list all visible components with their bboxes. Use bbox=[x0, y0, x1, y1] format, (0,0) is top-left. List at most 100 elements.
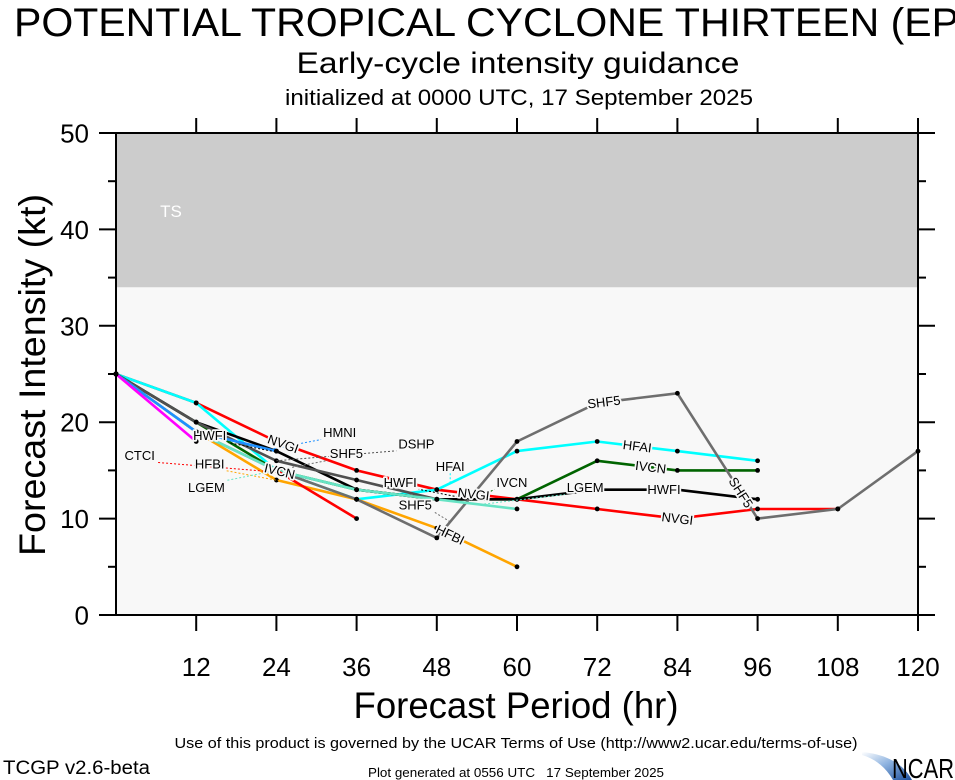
ncar-logo-text: NCAR bbox=[892, 753, 954, 780]
terms-of-use-notice: Use of this product is governed by the U… bbox=[175, 736, 858, 752]
data-point-hfai bbox=[594, 439, 600, 444]
data-point-hwfi bbox=[594, 487, 600, 493]
data-point-hwfi bbox=[514, 496, 520, 502]
series-label-lgem: LGEM bbox=[567, 480, 604, 495]
chart-title: POTENTIAL TROPICAL CYCLONE THIRTEEN (EP bbox=[14, 1, 955, 45]
band-ts bbox=[116, 133, 918, 288]
x-tick-label: 84 bbox=[663, 652, 692, 682]
data-point-shf5 bbox=[594, 400, 600, 406]
label-leader-line bbox=[476, 488, 495, 500]
data-point-dshp bbox=[354, 477, 359, 483]
data-point-nvgi bbox=[675, 516, 680, 521]
data-point-hfbi bbox=[434, 525, 440, 531]
series-label-ctci: CTCI bbox=[125, 448, 155, 463]
y-tick-label: 50 bbox=[60, 119, 89, 149]
x-tick-label: 108 bbox=[816, 652, 859, 682]
data-point-hwfi bbox=[755, 496, 760, 502]
ncar-logo: NCAR bbox=[862, 752, 954, 780]
y-axis-title: Forecast Intensity (kt) bbox=[12, 194, 53, 556]
plot-area: TS SHF5 SHF5 NVGI HFAI IVCN HWFI HFBI NVGI HFAI I… bbox=[60, 118, 940, 682]
data-point-hfai bbox=[755, 458, 760, 464]
data-point-ofci bbox=[193, 439, 199, 444]
ncar-swoosh-icon bbox=[862, 752, 912, 780]
x-tick-label: 120 bbox=[896, 652, 939, 682]
series-label-dshp: DSHP bbox=[398, 436, 434, 451]
y-tick-label: 30 bbox=[60, 311, 89, 341]
label-leader-line bbox=[433, 511, 451, 523]
label-leader-line bbox=[228, 442, 280, 454]
data-point-hmni bbox=[193, 429, 199, 435]
series-label-lgem: LGEM bbox=[188, 480, 225, 495]
x-axis-title: Forecast Period (hr) bbox=[354, 685, 679, 726]
data-point-nvgi bbox=[274, 439, 279, 444]
data-point-ivcn bbox=[755, 468, 760, 473]
series-label-ivcn: IVCN bbox=[496, 475, 527, 490]
data-point-nvgi bbox=[755, 506, 760, 512]
series-label-hmni: HMNI bbox=[323, 425, 356, 440]
series-label-shf5: SHF5 bbox=[330, 446, 363, 461]
data-point-shf5 bbox=[675, 390, 680, 396]
series-line-ofci bbox=[115, 373, 198, 443]
series-line-ctci bbox=[275, 469, 358, 520]
series-label-hfai: HFAI bbox=[622, 437, 652, 455]
data-point-lgem bbox=[514, 506, 520, 512]
x-tick-label: 96 bbox=[743, 652, 772, 682]
data-point-shf5 bbox=[514, 439, 520, 444]
series-label-ivcn: IVCN bbox=[634, 458, 667, 477]
series-points bbox=[113, 371, 921, 570]
band-label: TS bbox=[160, 202, 182, 221]
data-point-hwfi bbox=[675, 487, 680, 493]
plot-generated-timestamp: Plot generated at 0556 UTC 17 September … bbox=[368, 766, 664, 780]
series-label-hwfi: HWFI bbox=[647, 482, 680, 497]
axis-ticks: 12 24 36 48 60 72 84 96 108 120 0 10 20 30 40 50 bbox=[60, 118, 940, 682]
data-point-shf5 bbox=[354, 496, 359, 502]
data-point-ivcn bbox=[675, 468, 680, 473]
init-time-line: initialized at 0000 UTC, 17 September 20… bbox=[285, 85, 753, 110]
series-label-hwfi: HWFI bbox=[193, 428, 226, 443]
label-leader-line bbox=[276, 450, 397, 462]
data-point-lgem bbox=[354, 487, 359, 493]
intensity-bands: TS bbox=[116, 133, 918, 288]
data-point-lgem bbox=[434, 496, 440, 502]
version-label: TCGP v2.6-beta bbox=[3, 758, 150, 779]
data-point-shf5 bbox=[755, 516, 760, 521]
label-leader-line bbox=[226, 470, 280, 482]
x-tick-label: 60 bbox=[503, 652, 532, 682]
data-point-ctci bbox=[354, 516, 359, 521]
label-leader-line bbox=[156, 461, 280, 473]
data-point-hfbi bbox=[514, 564, 520, 570]
x-tick-label: 72 bbox=[583, 652, 612, 682]
y-tick-label: 40 bbox=[60, 215, 89, 245]
data-point-nvgi bbox=[594, 506, 600, 512]
x-tick-label: 36 bbox=[342, 652, 371, 682]
data-point-hfai bbox=[514, 448, 520, 454]
series-label-hwfi: HWFI bbox=[384, 475, 417, 490]
data-point-ivcn bbox=[594, 458, 600, 464]
x-tick-label: 12 bbox=[182, 652, 211, 682]
series-label-hfbi: HFBI bbox=[195, 456, 225, 471]
data-point-shf5 bbox=[835, 506, 841, 512]
label-leader-lines bbox=[156, 439, 565, 523]
data-point-hfai bbox=[675, 448, 680, 454]
series-line-nvgi bbox=[115, 372, 838, 520]
series-label-shf5: SHF5 bbox=[399, 497, 432, 512]
series-label-shf5: SHF5 bbox=[587, 393, 622, 412]
label-leader-line bbox=[276, 459, 328, 471]
x-tick-label: 24 bbox=[262, 652, 291, 682]
series-label-nvgi: NVGI bbox=[457, 485, 490, 504]
chart-subtitle: Early-cycle intensity guidance bbox=[297, 47, 740, 80]
series-label-hfai: HFAI bbox=[436, 459, 465, 474]
data-point-nvgi bbox=[354, 468, 359, 473]
x-tick-label: 48 bbox=[422, 652, 451, 682]
data-point-hfai bbox=[434, 487, 440, 493]
label-leader-line bbox=[269, 439, 322, 450]
y-tick-label: 20 bbox=[60, 408, 89, 438]
data-point-dshp bbox=[193, 419, 199, 425]
data-point-hfbi bbox=[274, 477, 279, 483]
y-tick-label: 0 bbox=[75, 601, 89, 631]
series-label-nvgi: NVGI bbox=[661, 509, 694, 528]
label-leader-line bbox=[418, 488, 471, 500]
label-leader-line bbox=[226, 469, 277, 481]
data-point-shf5 bbox=[434, 535, 440, 541]
